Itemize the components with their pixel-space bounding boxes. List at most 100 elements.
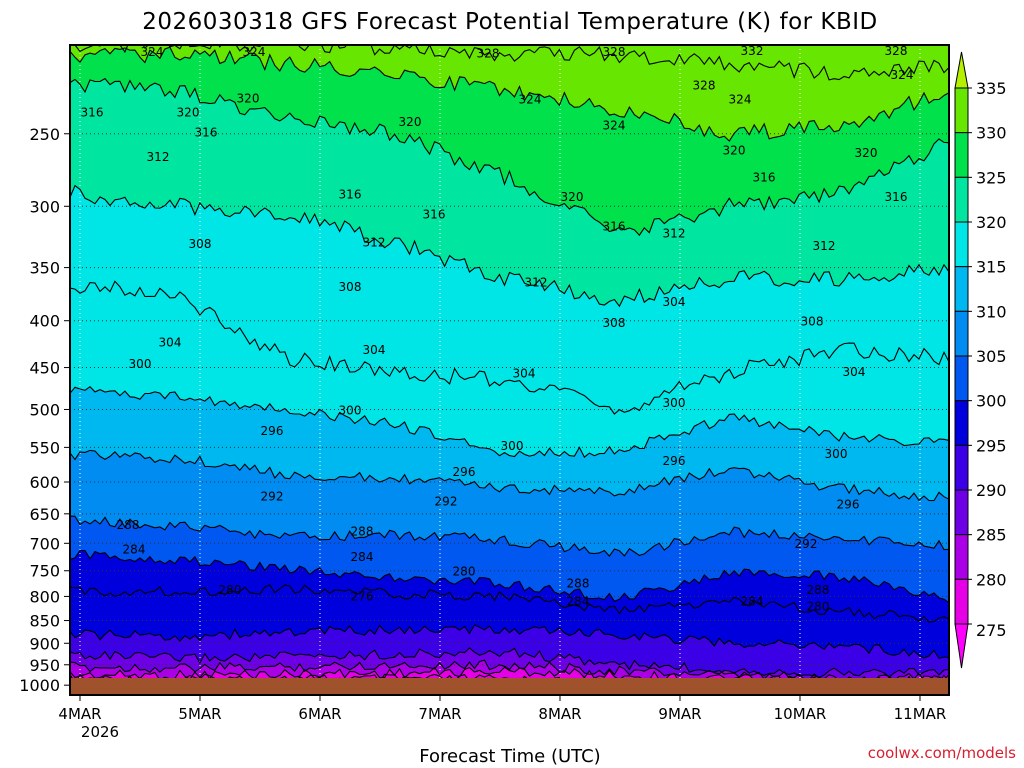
colorbar-band-285 bbox=[954, 489, 969, 536]
y-axis: 250 300 350 400 450 500 550 600 650 700 750 800 850 9… bbox=[19, 125, 70, 695]
y-tick-label-900: 900 bbox=[29, 634, 60, 653]
colorbar-label-330: 330 bbox=[976, 124, 1007, 143]
contour-label-300: 300 bbox=[663, 396, 686, 410]
contour-label-320: 320 bbox=[855, 146, 878, 160]
y-tick-label-800: 800 bbox=[29, 587, 60, 606]
colorbar-bottom-arrow bbox=[954, 623, 969, 669]
contour-label-320: 320 bbox=[237, 91, 260, 105]
contour-label-284: 284 bbox=[123, 542, 146, 556]
x-axis-label: Forecast Time (UTC) bbox=[419, 746, 600, 767]
contour-label-312: 312 bbox=[813, 239, 836, 253]
isentrope-320 bbox=[70, 184, 949, 308]
contour-label-296: 296 bbox=[453, 465, 476, 479]
plot-area: 324 324 328 328 332 328 328 324 320 324 324 316 320 3… bbox=[70, 44, 949, 695]
contour-label-320: 320 bbox=[561, 190, 584, 204]
y-tick-label-850: 850 bbox=[29, 612, 60, 631]
y-tick-label-1000: 1000 bbox=[19, 676, 60, 695]
filled-contours bbox=[70, 45, 949, 695]
contour-label-280: 280 bbox=[807, 600, 830, 614]
colorbar-band-320 bbox=[954, 176, 969, 223]
credit-text: coolwx.com/models bbox=[868, 744, 1016, 762]
isentrope-316 bbox=[70, 280, 949, 415]
contour-label-328: 328 bbox=[885, 44, 908, 58]
contour-label-324: 324 bbox=[141, 45, 164, 59]
contour-label-300: 300 bbox=[129, 357, 152, 371]
y-tick-label-350: 350 bbox=[29, 259, 60, 278]
x-tick-label-6MAR: 6MAR bbox=[298, 705, 341, 723]
x-axis: 4MAR 5MAR 6MAR 7MAR 8MAR 9MAR 10MAR 11MAR bbox=[58, 695, 946, 723]
contour-label-312: 312 bbox=[525, 275, 548, 289]
y-tick-label-550: 550 bbox=[29, 438, 60, 457]
colorbar-label-290: 290 bbox=[976, 481, 1007, 500]
contour-label-284: 284 bbox=[351, 550, 374, 564]
colorbar-label-325: 325 bbox=[976, 168, 1007, 187]
y-tick-label-250: 250 bbox=[29, 125, 60, 144]
colorbar-label-295: 295 bbox=[976, 436, 1007, 455]
contour-label-276: 276 bbox=[351, 589, 374, 603]
isentrope-332 bbox=[70, 45, 949, 81]
contour-label-296: 296 bbox=[261, 424, 284, 438]
isentrope-288 bbox=[70, 647, 949, 678]
colorbar-label-285: 285 bbox=[976, 526, 1007, 545]
contour-label-300: 300 bbox=[501, 439, 524, 453]
x-tick-label-10MAR: 10MAR bbox=[774, 705, 827, 723]
contour-label-308: 308 bbox=[189, 237, 212, 251]
contour-label-324: 324 bbox=[519, 93, 542, 107]
colorbar-label-315: 315 bbox=[976, 258, 1007, 277]
contour-label-296: 296 bbox=[663, 454, 686, 468]
contour-label-292: 292 bbox=[435, 495, 458, 509]
y-tick-label-650: 650 bbox=[29, 505, 60, 524]
y-tick-label-300: 300 bbox=[29, 197, 60, 216]
contour-label-292: 292 bbox=[795, 537, 818, 551]
contour-label-284: 284 bbox=[567, 595, 590, 609]
contour-label-304: 304 bbox=[159, 335, 182, 349]
contour-label-328: 328 bbox=[477, 47, 500, 61]
colorbar-band-325 bbox=[954, 132, 969, 178]
isentrope-284 bbox=[70, 659, 949, 683]
x-tick-label-7MAR: 7MAR bbox=[418, 705, 461, 723]
plot-frame bbox=[69, 44, 950, 696]
colorbar-band-280 bbox=[954, 534, 969, 580]
colorbar-label-320: 320 bbox=[976, 213, 1007, 232]
colorbar-band-310 bbox=[954, 266, 969, 312]
contour-label-280: 280 bbox=[453, 565, 476, 579]
chart-title: 2026030318 GFS Forecast Potential Temper… bbox=[142, 9, 878, 35]
x-tick-label-5MAR: 5MAR bbox=[178, 705, 221, 723]
contour-labels: 324 324 328 328 332 328 328 324 320 324 324 316 320 3… bbox=[81, 44, 914, 614]
contour-label-288: 288 bbox=[117, 518, 140, 532]
isentrope-296 bbox=[70, 584, 949, 623]
contour-label-304: 304 bbox=[513, 367, 536, 381]
colorbar-label-300: 300 bbox=[976, 392, 1007, 411]
contour-label-312: 312 bbox=[363, 235, 386, 249]
colorbar-label-305: 305 bbox=[976, 347, 1007, 366]
contour-label-316: 316 bbox=[753, 170, 776, 184]
isentrope-lines bbox=[70, 45, 949, 694]
isentrope-308 bbox=[70, 449, 949, 502]
isentrope-324 bbox=[70, 77, 949, 237]
y-tick-label-950: 950 bbox=[29, 656, 60, 675]
isentrope-300 bbox=[70, 549, 949, 604]
colorbar-band-290 bbox=[954, 444, 969, 491]
colorbar-band-275 bbox=[954, 578, 969, 625]
contour-label-308: 308 bbox=[603, 316, 626, 330]
y-tick-label-450: 450 bbox=[29, 359, 60, 378]
x-tick-label-9MAR: 9MAR bbox=[658, 705, 701, 723]
colorbar-band-315 bbox=[954, 221, 969, 268]
contour-label-312: 312 bbox=[663, 226, 686, 240]
colorbar-label-280: 280 bbox=[976, 570, 1007, 589]
contour-label-308: 308 bbox=[339, 280, 362, 294]
contour-label-296: 296 bbox=[837, 498, 860, 512]
contour-label-284: 284 bbox=[741, 595, 764, 609]
colorbar-top-arrow bbox=[954, 51, 969, 89]
grid-lines bbox=[70, 45, 949, 695]
colorbar: 335 330 325 320 315 310 305 300 295 290 285 280 275 bbox=[954, 51, 1007, 669]
isentrope-304 bbox=[70, 515, 949, 557]
x-tick-label-8MAR: 8MAR bbox=[538, 705, 581, 723]
contour-label-280: 280 bbox=[219, 583, 242, 597]
contour-label-288: 288 bbox=[351, 524, 374, 538]
isentrope-312 bbox=[70, 385, 949, 458]
contour-label-320: 320 bbox=[399, 115, 422, 129]
contour-label-324: 324 bbox=[729, 93, 752, 107]
y-tick-label-500: 500 bbox=[29, 400, 60, 419]
